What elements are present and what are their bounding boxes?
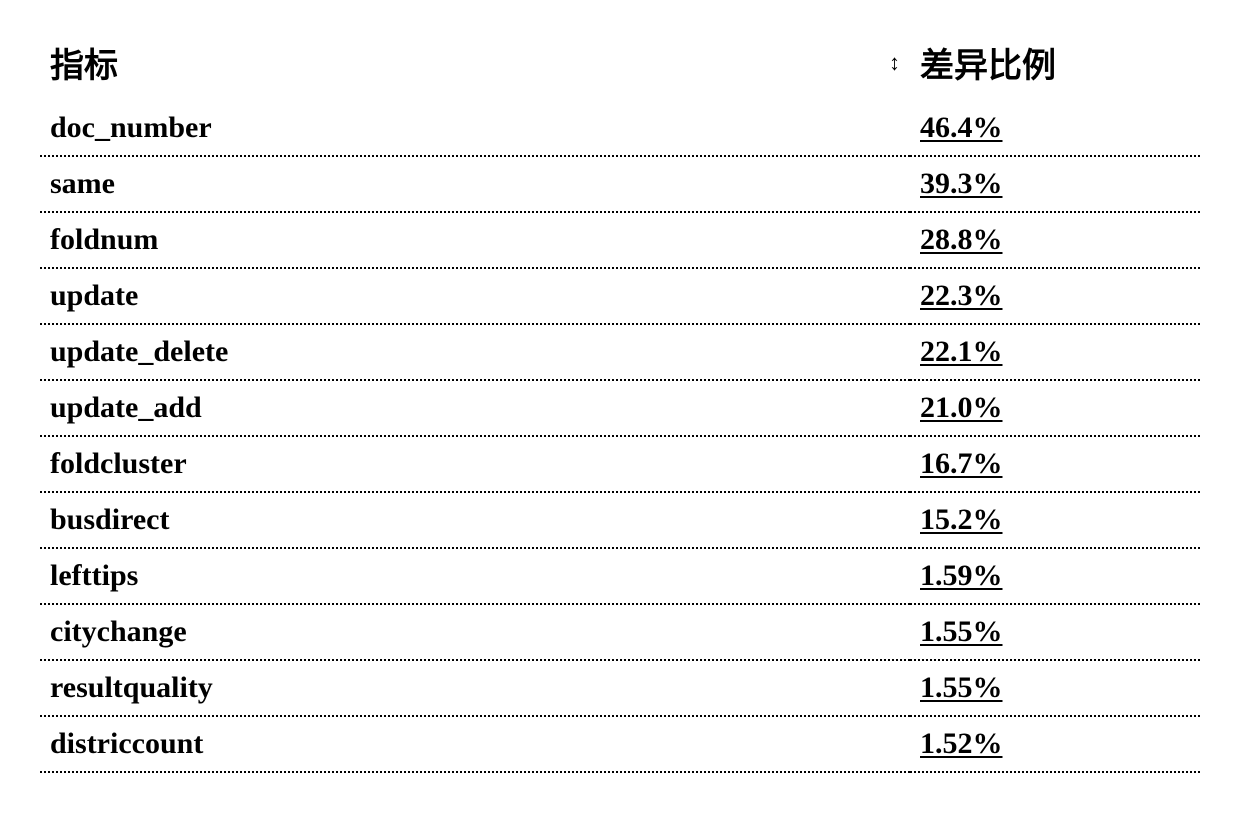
table-row: busdirect 15.2% xyxy=(40,492,1200,548)
table-row: doc_number 46.4% xyxy=(40,101,1200,156)
metric-cell: same xyxy=(40,156,910,212)
metric-cell: busdirect xyxy=(40,492,910,548)
table-row: update_add 21.0% xyxy=(40,380,1200,436)
metric-label: foldcluster xyxy=(50,447,187,480)
ratio-cell: 1.55% xyxy=(910,660,1200,716)
ratio-cell: 39.3% xyxy=(910,156,1200,212)
metric-label: busdirect xyxy=(50,503,169,536)
ratio-cell: 1.59% xyxy=(910,548,1200,604)
ratio-value[interactable]: 1.55% xyxy=(920,615,1003,648)
sort-icon[interactable]: ↕ xyxy=(872,50,900,76)
metric-cell: foldcluster xyxy=(40,436,910,492)
metric-cell: update_delete xyxy=(40,324,910,380)
ratio-cell: 28.8% xyxy=(910,212,1200,268)
ratio-value[interactable]: 15.2% xyxy=(920,503,1003,536)
metrics-table: 指标 ↕ 差异比例 doc_number 46.4% same 39.3% foldnu… xyxy=(40,30,1200,773)
ratio-value[interactable]: 28.8% xyxy=(920,223,1003,256)
metric-cell: update_add xyxy=(40,380,910,436)
ratio-value[interactable]: 1.55% xyxy=(920,671,1003,704)
table-row: districcount 1.52% xyxy=(40,716,1200,772)
metric-cell: resultquality xyxy=(40,660,910,716)
ratio-value[interactable]: 22.3% xyxy=(920,279,1003,312)
ratio-value[interactable]: 1.59% xyxy=(920,559,1003,592)
metric-cell: foldnum xyxy=(40,212,910,268)
metric-label: doc_number xyxy=(50,111,212,144)
metric-label: foldnum xyxy=(50,223,158,256)
ratio-cell: 1.55% xyxy=(910,604,1200,660)
ratio-cell: 22.3% xyxy=(910,268,1200,324)
ratio-value[interactable]: 39.3% xyxy=(920,167,1003,200)
ratio-cell: 16.7% xyxy=(910,436,1200,492)
ratio-cell: 22.1% xyxy=(910,324,1200,380)
ratio-value[interactable]: 46.4% xyxy=(920,111,1003,144)
table-header-row: 指标 ↕ 差异比例 xyxy=(40,30,1200,101)
table-row: lefttips 1.59% xyxy=(40,548,1200,604)
metric-label: same xyxy=(50,167,115,200)
metric-label: update_add xyxy=(50,391,202,424)
table-row: resultquality 1.55% xyxy=(40,660,1200,716)
table-row: foldcluster 16.7% xyxy=(40,436,1200,492)
metric-label: update_delete xyxy=(50,335,228,368)
metric-label: districcount xyxy=(50,727,203,760)
metric-cell: citychange xyxy=(40,604,910,660)
metric-cell: districcount xyxy=(40,716,910,772)
column-header-ratio-label: 差异比例 xyxy=(920,48,1056,85)
column-header-metric[interactable]: 指标 ↕ xyxy=(40,30,910,101)
metric-label: citychange xyxy=(50,615,187,648)
table-row: foldnum 28.8% xyxy=(40,212,1200,268)
metric-cell: update xyxy=(40,268,910,324)
column-header-metric-label: 指标 xyxy=(50,38,118,87)
metric-cell: lefttips xyxy=(40,548,910,604)
ratio-value[interactable]: 1.52% xyxy=(920,727,1003,760)
table-row: same 39.3% xyxy=(40,156,1200,212)
ratio-cell: 46.4% xyxy=(910,101,1200,156)
table-row: citychange 1.55% xyxy=(40,604,1200,660)
ratio-cell: 21.0% xyxy=(910,380,1200,436)
table-row: update_delete 22.1% xyxy=(40,324,1200,380)
ratio-value[interactable]: 16.7% xyxy=(920,447,1003,480)
ratio-value[interactable]: 22.1% xyxy=(920,335,1003,368)
metric-cell: doc_number xyxy=(40,101,910,156)
ratio-cell: 1.52% xyxy=(910,716,1200,772)
ratio-cell: 15.2% xyxy=(910,492,1200,548)
metric-label: lefttips xyxy=(50,559,138,592)
table-row: update 22.3% xyxy=(40,268,1200,324)
metric-label: resultquality xyxy=(50,671,213,704)
metric-label: update xyxy=(50,279,138,312)
ratio-value[interactable]: 21.0% xyxy=(920,391,1003,424)
column-header-ratio[interactable]: 差异比例 xyxy=(910,30,1200,101)
